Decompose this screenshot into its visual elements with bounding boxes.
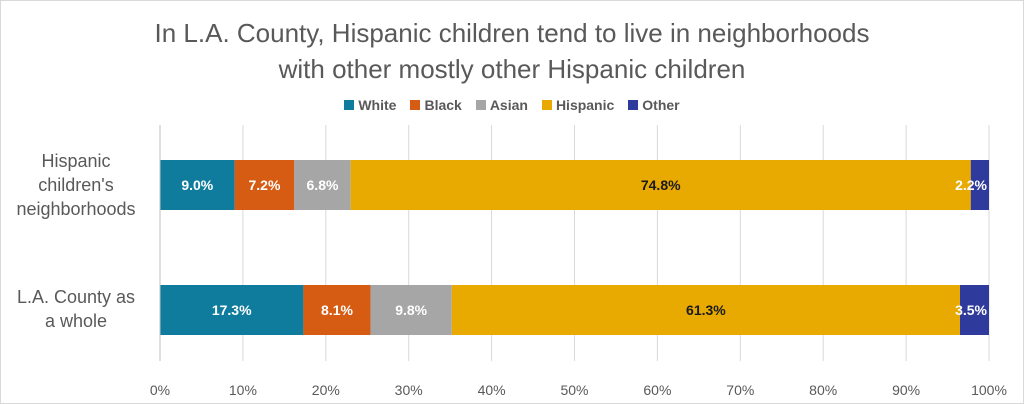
category-label-line: neighborhoods xyxy=(16,199,136,219)
data-label: 8.1% xyxy=(321,302,353,318)
category-label-line: Hispanic xyxy=(41,151,111,171)
x-tick-label: 20% xyxy=(312,382,340,398)
legend-label-asian: Asian xyxy=(489,97,528,113)
x-tick-label: 40% xyxy=(478,382,506,398)
x-tick-label: 0% xyxy=(150,382,170,398)
legend-swatch-other xyxy=(628,100,639,110)
legend-swatch-hispanic xyxy=(541,100,552,110)
chart-title-line-2: with other mostly other Hispanic childre… xyxy=(278,54,746,84)
category-label-line: children's xyxy=(38,175,114,195)
legend-label-white: White xyxy=(358,97,397,113)
legend-swatch-asian xyxy=(475,100,486,110)
x-tick-label: 50% xyxy=(560,382,588,398)
data-label: 3.5% xyxy=(955,302,987,318)
bar-segment-black xyxy=(234,160,295,210)
x-tick-label: 90% xyxy=(892,382,920,398)
category-label-hispanic-neighborhoods: Hispanic children's neighborhoods xyxy=(1,149,151,221)
data-label: 61.3% xyxy=(686,302,726,318)
legend-swatch-black xyxy=(410,100,421,110)
category-label-line: L.A. County as xyxy=(16,287,136,307)
legend-item-other: Other xyxy=(628,97,680,113)
chart-title: In L.A. County, Hispanic children tend t… xyxy=(1,15,1023,87)
legend-item-hispanic: Hispanic xyxy=(541,97,615,113)
legend-swatch-white xyxy=(344,100,355,110)
bar-segment-other xyxy=(959,285,989,335)
legend-label-black: Black xyxy=(424,97,462,113)
bar-segment-hispanic xyxy=(350,160,971,210)
data-label: 74.8% xyxy=(641,177,681,193)
data-label: 9.8% xyxy=(395,302,427,318)
x-tick-label: 10% xyxy=(229,382,257,398)
x-tick-label: 30% xyxy=(395,382,423,398)
bar-segment-other xyxy=(970,160,989,210)
legend-label-hispanic: Hispanic xyxy=(555,97,615,113)
data-label: 17.3% xyxy=(212,302,252,318)
bar-segment-asian xyxy=(294,160,351,210)
x-tick-label: 70% xyxy=(726,382,754,398)
x-tick-label: 60% xyxy=(643,382,671,398)
data-label: 9.0% xyxy=(181,177,213,193)
x-tick-label: 100% xyxy=(971,382,1007,398)
legend-item-black: Black xyxy=(410,97,462,113)
data-label: 7.2% xyxy=(248,177,280,193)
legend: White Black Asian Hispanic Other xyxy=(1,97,1023,113)
category-label-line: a whole xyxy=(44,311,108,331)
legend-item-asian: Asian xyxy=(475,97,528,113)
data-label: 2.2% xyxy=(955,177,987,193)
data-label: 6.8% xyxy=(307,177,339,193)
legend-item-white: White xyxy=(344,97,396,113)
chart-title-line-1: In L.A. County, Hispanic children tend t… xyxy=(154,18,870,48)
bar-segment-hispanic xyxy=(451,285,960,335)
bar-segment-black xyxy=(303,285,371,335)
x-tick-label: 80% xyxy=(809,382,837,398)
category-label-la-county: L.A. County as a whole xyxy=(1,285,151,333)
legend-label-other: Other xyxy=(642,97,680,113)
bar-segment-white xyxy=(160,160,235,210)
bar-segment-asian xyxy=(370,285,452,335)
bar-segment-white xyxy=(160,285,304,335)
